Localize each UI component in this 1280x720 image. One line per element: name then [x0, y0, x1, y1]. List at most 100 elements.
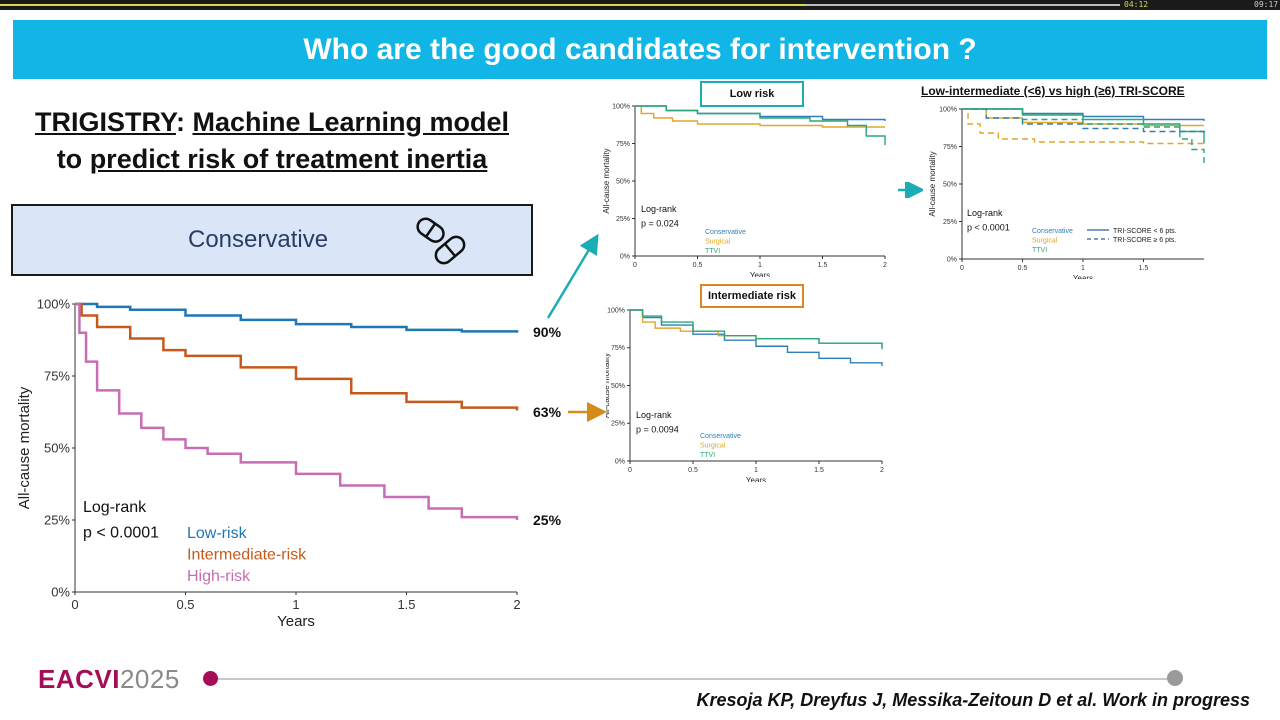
x-tick-label: 1.5 [814, 467, 824, 474]
y-tick-label: 100% [607, 307, 625, 314]
y-tick-label: 25% [616, 216, 630, 223]
arrow-to-low-risk [546, 233, 599, 319]
y-tick-label: 0% [615, 458, 625, 465]
series-line-surgical [962, 108, 1205, 145]
end-label-low: 90% [533, 324, 562, 340]
legend-entry: Low-risk [187, 525, 248, 542]
low-risk-title: Low risk [700, 81, 804, 107]
x-tick-label: 2 [513, 597, 520, 612]
slide-subtitle: TRIGISTRY: Machine Learning model to pred… [18, 104, 526, 178]
logo-dot [203, 671, 218, 686]
y-tick-label: 75% [611, 345, 625, 352]
triscore-title: Low-intermediate (<6) vs high (≥6) TRI-S… [921, 84, 1185, 98]
arrows [546, 233, 607, 422]
y-tick-label: 75% [943, 144, 957, 151]
x-tick-label: 1.5 [397, 597, 415, 612]
p-value-label: p = 0.024 [641, 218, 679, 228]
series-line-ttvi [630, 309, 883, 350]
series-line-ttvi [962, 108, 1205, 163]
legend-entry: Surgical [700, 442, 726, 449]
subtitle-part4: to [56, 144, 90, 174]
y-axis-label: All-cause mortality [928, 151, 937, 216]
log-rank-label: Log-rank [636, 410, 672, 420]
subtitle-part2: : [175, 107, 193, 137]
legend-entry: High-risk [187, 568, 251, 585]
intermediate-risk-title: Intermediate risk [700, 284, 804, 308]
low-risk-chart: 0% 25% 50% 75% 100% 0 0.5 1 1.5 2 Years All-cause m… [601, 97, 898, 277]
series-line-low-risk [75, 302, 519, 333]
x-tick-label: 0.5 [693, 262, 703, 269]
intermediate-risk-chart: 0% 25% 50% 75% 100% 0 0.5 1 1.5 2 Years All-cause m… [606, 304, 888, 482]
slide-title-banner: Who are the good candidates for interven… [13, 20, 1267, 79]
slide-title: Who are the good candidates for interven… [303, 32, 977, 66]
x-tick-label: 2 [883, 262, 887, 269]
footer-end-dot [1167, 670, 1183, 686]
x-axis-label: Years [1073, 274, 1093, 279]
legend-style-label: TRI-SCORE ≥ 6 pts. [1113, 237, 1176, 244]
legend-entry: Conservative [705, 229, 746, 236]
subtitle-part3: Machine Learning model [192, 107, 510, 137]
x-tick-label: 1.5 [818, 262, 828, 269]
y-tick-label: 0% [947, 256, 957, 263]
y-tick-label: 100% [612, 103, 630, 110]
y-tick-label: 50% [44, 441, 70, 456]
y-tick-label: 0% [620, 253, 630, 260]
subtitle-part5: predict risk of treatment inertia [89, 144, 488, 174]
x-tick-label: 0 [71, 597, 78, 612]
y-axis-label: All-cause mortality [606, 353, 611, 418]
y-tick-label: 0% [51, 585, 70, 600]
legend-entry: TTVI [1032, 247, 1047, 254]
x-tick-label: 1 [754, 467, 758, 474]
progress-played[interactable] [0, 4, 806, 6]
legend-entry: Surgical [705, 238, 731, 245]
citation: Kresoja KP, Dreyfus J, Messika-Zeitoun D… [696, 690, 1250, 710]
x-tick-label: 1 [292, 597, 299, 612]
x-tick-label: 1 [1081, 265, 1085, 272]
y-tick-label: 25% [943, 219, 957, 226]
y-tick-label: 25% [611, 421, 625, 428]
legend-entry: TTVI [705, 248, 720, 255]
series-line-ttvi [635, 105, 886, 145]
legend-entry: TTVI [700, 452, 715, 459]
logo-brand: EACVI [38, 664, 120, 694]
eacvi-logo: EACVI2025 [38, 664, 180, 695]
x-axis-label: Years [277, 613, 315, 630]
series-line-surgical [962, 108, 1204, 127]
y-tick-label: 50% [943, 181, 957, 188]
y-tick-label: 100% [939, 106, 957, 113]
x-tick-label: 0 [960, 265, 964, 272]
p-value-label: p < 0.0001 [967, 222, 1010, 232]
subtitle-part1: TRIGISTRY [34, 107, 176, 137]
x-tick-label: 0.5 [176, 597, 194, 612]
y-tick-label: 25% [44, 513, 70, 528]
log-rank-label: Log-rank [641, 204, 677, 214]
legend-entry: Conservative [1032, 228, 1073, 235]
x-tick-label: 0 [628, 467, 632, 474]
legend-entry: Surgical [1032, 237, 1058, 244]
x-tick-label: 0.5 [688, 467, 698, 474]
time-current: 04:12 [1124, 0, 1149, 9]
triscore-chart: 0% 25% 50% 75% 100% 0 0.5 1 1.5 Years All-cause mo… [923, 101, 1210, 279]
x-axis-label: Years [750, 271, 770, 277]
x-tick-label: 0 [633, 262, 637, 269]
footer-divider [218, 678, 1170, 680]
main-km-chart: 0% 25% 50% 75% 100% 0 0.5 1 1.5 2 Years All-cause m… [11, 294, 523, 638]
end-label-high: 25% [533, 512, 562, 528]
legend-style-label: TRI-SCORE < 6 pts. [1113, 228, 1177, 235]
time-total: 09:17 [1254, 0, 1279, 9]
y-axis-label: All-cause mortality [16, 386, 33, 509]
progress-remaining[interactable] [806, 4, 1120, 6]
p-value-label: p = 0.0094 [636, 424, 679, 434]
y-tick-label: 50% [611, 383, 625, 390]
end-label-intermediate: 63% [533, 404, 562, 420]
series-line-surgical [635, 105, 885, 128]
y-tick-label: 75% [616, 141, 630, 148]
x-tick-label: 1.5 [1139, 265, 1149, 272]
x-axis-label: Years [746, 476, 766, 482]
p-value-label: p < 0.0001 [83, 525, 159, 542]
series-line-high-risk [75, 302, 519, 520]
log-rank-label: Log-rank [967, 208, 1003, 218]
legend-entry: Conservative [700, 433, 741, 440]
log-rank-label: Log-rank [83, 499, 147, 516]
x-tick-label: 0.5 [1018, 265, 1028, 272]
